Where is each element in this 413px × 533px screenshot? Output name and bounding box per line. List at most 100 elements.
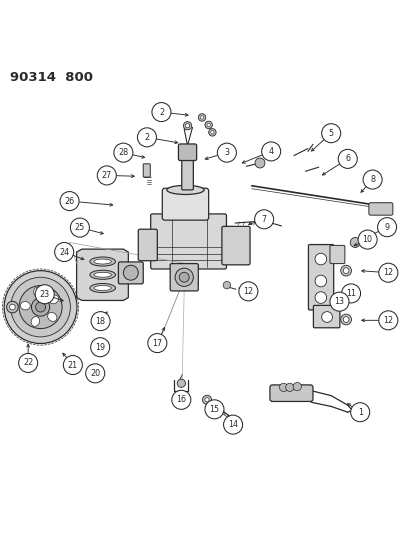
Circle shape — [321, 124, 340, 143]
Ellipse shape — [90, 257, 115, 266]
Circle shape — [123, 265, 138, 280]
Circle shape — [55, 243, 74, 262]
Ellipse shape — [20, 302, 30, 310]
Text: 24: 24 — [59, 247, 69, 256]
FancyBboxPatch shape — [221, 227, 249, 265]
Circle shape — [378, 311, 397, 330]
Ellipse shape — [34, 287, 42, 297]
Ellipse shape — [49, 295, 59, 304]
Text: 5: 5 — [328, 128, 333, 138]
FancyBboxPatch shape — [329, 245, 344, 264]
Circle shape — [63, 356, 82, 375]
FancyBboxPatch shape — [150, 214, 226, 269]
Text: 4: 4 — [268, 147, 273, 156]
Text: 6: 6 — [344, 155, 349, 163]
FancyBboxPatch shape — [138, 229, 157, 261]
FancyBboxPatch shape — [308, 245, 333, 310]
Circle shape — [36, 302, 45, 312]
Text: 7: 7 — [261, 215, 266, 224]
FancyBboxPatch shape — [181, 156, 193, 190]
Text: 16: 16 — [176, 395, 186, 405]
Text: 22: 22 — [23, 359, 33, 367]
Circle shape — [223, 281, 230, 289]
Circle shape — [70, 218, 89, 237]
Ellipse shape — [94, 272, 111, 277]
Circle shape — [147, 334, 166, 353]
Circle shape — [183, 122, 191, 130]
Circle shape — [198, 114, 205, 121]
Circle shape — [254, 210, 273, 229]
Text: 90314  800: 90314 800 — [10, 71, 93, 84]
Ellipse shape — [47, 312, 57, 321]
Circle shape — [114, 143, 133, 162]
Circle shape — [35, 285, 54, 304]
Circle shape — [4, 271, 77, 343]
Circle shape — [210, 131, 214, 134]
Circle shape — [340, 265, 351, 276]
Circle shape — [342, 268, 348, 273]
Ellipse shape — [166, 185, 204, 195]
Circle shape — [377, 217, 396, 237]
Circle shape — [261, 142, 280, 161]
Circle shape — [357, 230, 376, 249]
Circle shape — [204, 121, 212, 128]
Circle shape — [175, 268, 193, 286]
Text: 27: 27 — [102, 171, 112, 180]
Text: 18: 18 — [95, 317, 105, 326]
Circle shape — [200, 116, 203, 119]
FancyBboxPatch shape — [178, 144, 196, 160]
FancyBboxPatch shape — [170, 264, 198, 291]
Circle shape — [7, 301, 18, 313]
Circle shape — [337, 149, 356, 168]
Text: 2: 2 — [159, 108, 164, 117]
Circle shape — [341, 284, 360, 303]
Circle shape — [204, 400, 223, 419]
Circle shape — [19, 353, 38, 373]
Circle shape — [185, 124, 189, 128]
Text: 12: 12 — [382, 316, 392, 325]
Circle shape — [350, 403, 369, 422]
Circle shape — [329, 292, 348, 311]
Text: 10: 10 — [362, 235, 372, 244]
Circle shape — [314, 275, 326, 287]
Circle shape — [314, 253, 326, 265]
Ellipse shape — [31, 317, 40, 326]
Polygon shape — [76, 249, 128, 301]
Circle shape — [11, 277, 70, 337]
Circle shape — [31, 298, 50, 316]
Circle shape — [349, 238, 359, 247]
Circle shape — [202, 395, 211, 405]
Text: 8: 8 — [369, 175, 374, 184]
Circle shape — [206, 123, 210, 126]
Text: 17: 17 — [152, 338, 162, 348]
Text: 11: 11 — [345, 289, 355, 298]
Text: 14: 14 — [228, 420, 237, 429]
Ellipse shape — [94, 259, 111, 264]
Circle shape — [9, 304, 15, 310]
Circle shape — [177, 379, 185, 387]
Circle shape — [97, 166, 116, 185]
Text: 15: 15 — [209, 405, 219, 414]
Ellipse shape — [90, 270, 115, 279]
Ellipse shape — [94, 286, 111, 290]
Circle shape — [171, 390, 190, 409]
Circle shape — [238, 282, 257, 301]
Circle shape — [223, 415, 242, 434]
Text: 12: 12 — [382, 268, 392, 277]
Circle shape — [60, 191, 79, 211]
Circle shape — [85, 364, 104, 383]
Text: 19: 19 — [95, 343, 105, 352]
FancyBboxPatch shape — [269, 385, 312, 401]
Text: 21: 21 — [68, 360, 78, 369]
Circle shape — [217, 143, 236, 162]
Circle shape — [362, 170, 381, 189]
Circle shape — [179, 272, 189, 282]
Text: 28: 28 — [118, 148, 128, 157]
Ellipse shape — [90, 284, 115, 293]
Text: 9: 9 — [384, 223, 389, 232]
Circle shape — [314, 292, 326, 303]
Circle shape — [90, 338, 109, 357]
Circle shape — [279, 383, 287, 392]
Circle shape — [285, 383, 293, 392]
Text: 23: 23 — [40, 290, 50, 298]
